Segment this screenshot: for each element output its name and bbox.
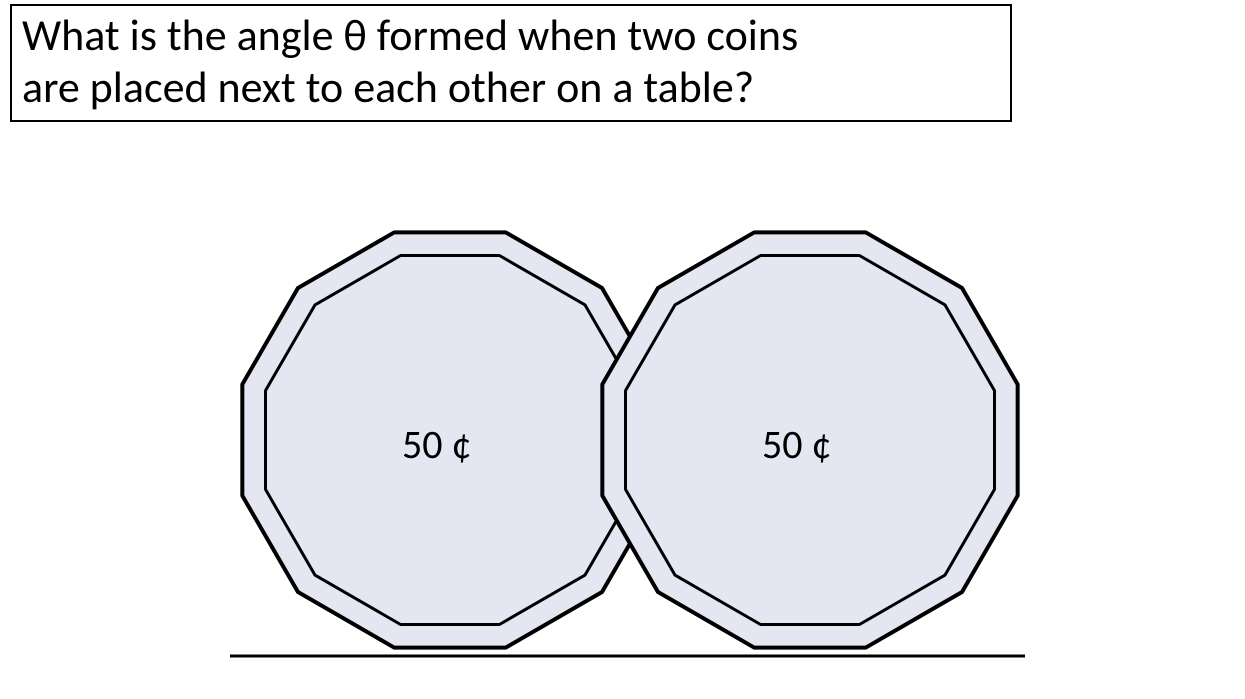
coin-left-label: 50 ¢ xyxy=(402,420,472,469)
coin-right-label: 50 ¢ xyxy=(762,420,832,469)
coin-diagram xyxy=(0,0,1245,699)
